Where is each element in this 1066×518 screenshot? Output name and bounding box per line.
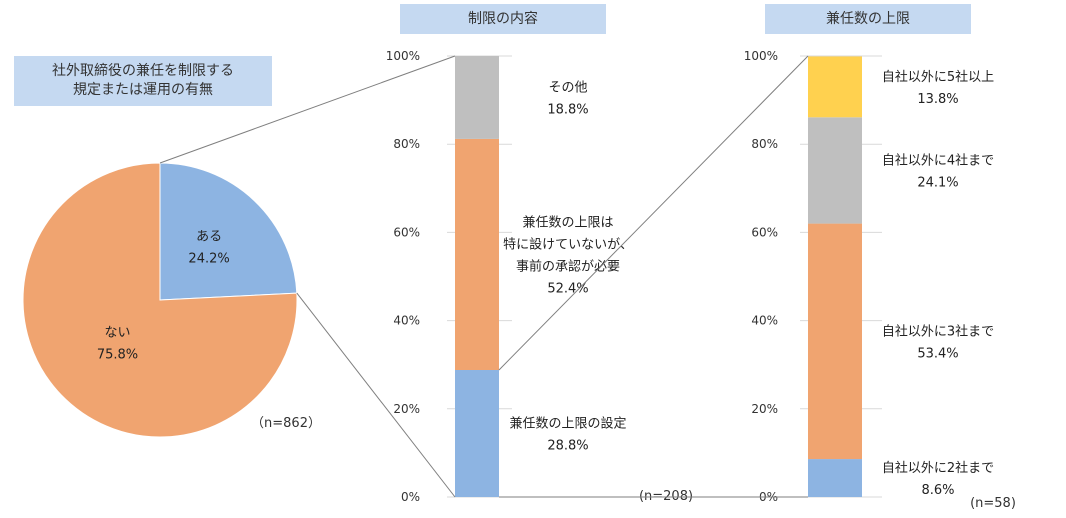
bar-segment-0-2 [455,56,499,139]
segment-label-1-0-0: 自社以外に2社まで [882,460,994,476]
content-chart-title: 制限の内容 [400,4,606,34]
y-tick-label-1-1: 20% [751,402,778,416]
bar-segment-1-2 [808,117,862,224]
pie-n-label: （n=862） [251,416,321,431]
bar-segment-1-1 [808,223,862,460]
bar-segment-0-0 [455,369,499,497]
y-tick-label-1-3: 60% [751,225,778,239]
y-tick-label-0-5: 100% [386,49,420,63]
connector-pie-top [159,55,456,164]
pie-title-line-1: 社外取締役の兼任を制限する [52,63,234,80]
pie-title-line-2: 規定または運用の有無 [73,82,213,98]
y-tick-label-0-1: 20% [393,402,420,416]
bar-segment-1-3 [808,56,862,118]
pie-slice-label-0: ある [196,229,222,244]
segment-label-0-0-0: 兼任数の上限の設定 [509,415,626,431]
connector-bar-top [498,55,809,371]
segment-label-1-1-0: 自社以外に3社まで [882,323,994,339]
segment-value-1-1: 53.4% [917,346,958,361]
y-tick-label-0-4: 80% [393,137,420,151]
segment-value-0-0: 28.8% [547,438,588,453]
segment-label-1-3-0: 自社以外に5社以上 [882,69,994,85]
segment-value-1-2: 24.1% [917,175,958,190]
segment-value-1-0: 8.6% [921,483,954,498]
y-tick-label-1-5: 100% [744,49,778,63]
segment-label-0-2-0: その他 [548,80,587,95]
segment-label-0-1-0: 兼任数の上限は [522,215,613,230]
segment-value-0-2: 18.8% [547,102,588,117]
segment-label-0-1-1: 特に設けていないが、 [503,236,633,252]
bar-segment-1-0 [808,459,862,497]
limit-chart-title: 兼任数の上限 [765,4,971,34]
pie-title-box: 社外取締役の兼任を制限する 規定または運用の有無 [14,56,272,106]
y-tick-label-0-2: 40% [393,314,420,328]
y-tick-label-1-4: 80% [751,137,778,151]
pie-slice-value-1: 75.8% [97,348,138,363]
limit-n-label: (n=58) [970,496,1016,511]
y-tick-label-0-0: 0% [401,490,420,504]
y-tick-label-1-2: 40% [751,314,778,328]
bar-segment-0-1 [455,138,499,370]
connector-pie-bottom [296,292,456,498]
pie-slice-value-0: 24.2% [188,251,229,266]
segment-value-1-3: 13.8% [917,92,958,107]
segment-value-0-1: 52.4% [547,281,588,296]
segment-label-0-1-2: 事前の承認が必要 [516,258,620,274]
pie-slice-0 [159,162,298,301]
pie-slice-1 [22,162,298,438]
y-tick-label-0-3: 60% [393,225,420,239]
pie-slice-label-1: ない [105,326,131,341]
segment-label-1-2-0: 自社以外に4社まで [882,152,994,168]
